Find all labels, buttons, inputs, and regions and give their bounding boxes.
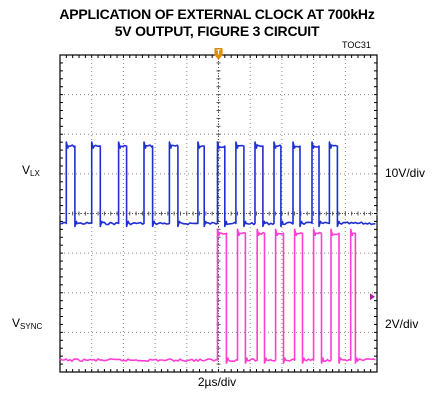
chart-title-line-2: 5V OUTPUT, FIGURE 3 CIRCUIT <box>114 23 320 39</box>
trigger-marker-icon <box>214 48 223 60</box>
channel-2-label: VSYNC <box>12 316 43 331</box>
trigger-marker-label: T <box>216 50 221 57</box>
trace-sync <box>59 228 376 364</box>
time-scale-label: 2µs/div <box>197 375 237 389</box>
channel-1-label: VLX <box>22 163 40 178</box>
chart-title-line-1: APPLICATION OF EXTERNAL CLOCK AT 700kHz <box>59 6 375 22</box>
trace-lx <box>59 141 376 228</box>
channel-1-scale: 10V/div <box>385 166 426 180</box>
figure-id: TOC31 <box>342 40 371 50</box>
channel-2-scale: 2V/div <box>385 317 419 331</box>
trigger-level-icon <box>370 293 375 301</box>
